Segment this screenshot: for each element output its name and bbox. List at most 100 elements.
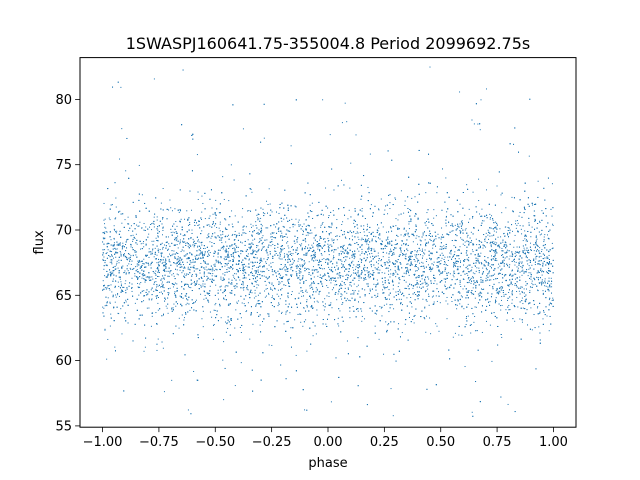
data-point — [235, 309, 237, 311]
data-point — [281, 249, 283, 251]
data-point — [359, 254, 361, 256]
data-point — [431, 253, 433, 255]
data-point — [281, 245, 283, 247]
data-point — [348, 232, 350, 234]
data-point — [456, 269, 458, 271]
data-point — [177, 274, 179, 276]
data-point — [515, 227, 517, 229]
data-point — [252, 225, 254, 227]
data-point — [455, 265, 457, 267]
data-point — [183, 276, 185, 278]
data-point — [106, 276, 108, 278]
data-point — [503, 233, 505, 235]
data-point — [351, 293, 353, 295]
data-point — [239, 327, 241, 329]
data-point — [515, 223, 517, 225]
data-point — [261, 271, 263, 273]
data-point — [538, 326, 540, 328]
data-point — [155, 237, 157, 239]
data-point — [507, 299, 509, 301]
data-point — [453, 263, 455, 265]
data-point — [185, 242, 187, 244]
data-point — [156, 349, 158, 351]
data-point — [277, 243, 279, 245]
data-point — [175, 240, 177, 242]
data-point — [291, 274, 293, 276]
data-point — [357, 310, 359, 312]
data-point — [317, 214, 319, 216]
data-point — [289, 231, 291, 232]
data-point — [162, 347, 164, 349]
data-point — [139, 286, 141, 288]
data-point — [323, 268, 325, 270]
data-point — [457, 249, 459, 251]
data-point — [232, 233, 234, 235]
data-point — [314, 227, 316, 229]
data-point — [389, 241, 391, 243]
data-point — [279, 254, 281, 256]
data-point — [389, 202, 391, 204]
data-point — [509, 284, 511, 286]
data-point — [428, 278, 430, 280]
data-point — [523, 253, 525, 255]
data-point — [484, 240, 486, 242]
data-point — [155, 295, 157, 297]
data-point — [429, 252, 431, 254]
data-point — [185, 275, 187, 277]
data-points — [102, 66, 554, 417]
data-point — [411, 197, 413, 199]
data-point — [330, 226, 332, 228]
data-point — [138, 164, 140, 166]
data-point — [350, 285, 352, 287]
data-point — [104, 226, 106, 228]
data-point — [105, 264, 107, 266]
data-point — [251, 273, 253, 275]
data-point — [169, 253, 171, 255]
data-point — [231, 234, 233, 236]
data-point — [517, 306, 519, 308]
data-point — [333, 239, 335, 241]
data-point — [425, 192, 427, 194]
data-point — [346, 279, 348, 281]
data-point — [513, 246, 515, 248]
data-point — [397, 219, 399, 221]
data-point — [158, 269, 160, 271]
data-point — [514, 273, 516, 275]
data-point — [361, 252, 363, 254]
data-point — [135, 266, 137, 268]
data-point — [111, 204, 113, 206]
data-point — [470, 324, 472, 326]
data-point — [428, 293, 430, 295]
data-point — [505, 252, 507, 254]
data-point — [407, 268, 409, 270]
data-point — [209, 241, 211, 243]
data-point — [172, 273, 174, 275]
data-point — [425, 220, 427, 222]
data-point — [412, 241, 414, 243]
data-point — [233, 247, 235, 249]
data-point — [300, 313, 302, 315]
data-point — [491, 264, 493, 266]
data-point — [368, 231, 370, 233]
data-point — [518, 259, 520, 261]
data-point — [231, 282, 233, 284]
data-point — [257, 294, 259, 296]
data-point — [539, 282, 541, 284]
data-point — [485, 277, 487, 279]
data-point — [525, 256, 527, 258]
data-point — [433, 301, 435, 303]
data-point — [247, 289, 249, 291]
data-point — [397, 235, 399, 237]
data-point — [491, 360, 493, 362]
data-point — [330, 250, 332, 252]
data-point — [469, 218, 471, 220]
data-point — [449, 256, 451, 258]
data-point — [328, 244, 330, 246]
data-point — [131, 268, 133, 270]
data-point — [467, 274, 469, 276]
data-point — [112, 272, 114, 274]
data-point — [167, 281, 169, 283]
data-point — [505, 280, 507, 282]
data-point — [251, 268, 253, 270]
